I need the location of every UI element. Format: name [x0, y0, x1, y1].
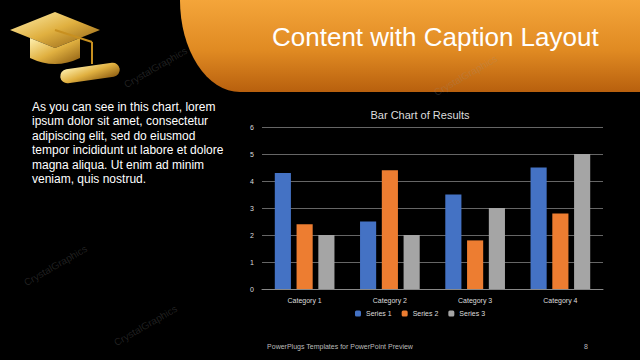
svg-text:Series 2: Series 2	[413, 310, 439, 317]
svg-text:Category 2: Category 2	[373, 297, 407, 305]
svg-text:0: 0	[250, 286, 254, 293]
svg-text:Category 3: Category 3	[458, 297, 492, 305]
svg-text:Category 4: Category 4	[543, 297, 577, 305]
html-text:8: 8	[584, 343, 588, 350]
html-text:PowerPlugs Templates for Power: PowerPlugs Templates for PowerPoint Prev…	[267, 343, 413, 350]
svg-text:1: 1	[250, 259, 254, 266]
html-text:As you can see in this chart,: As you can see in this chart, lorem ipsu…	[32, 100, 224, 186]
svg-text:4: 4	[250, 178, 254, 185]
html-text:CrystalGraphics: CrystalGraphics	[432, 53, 500, 98]
svg-text:6: 6	[250, 124, 254, 131]
svg-text:5: 5	[250, 151, 254, 158]
html-text:Content with Caption Layout: Content with Caption Layout	[272, 22, 599, 52]
html-text:CrystalGraphics: CrystalGraphics	[122, 45, 190, 90]
svg-text:Series 3: Series 3	[459, 310, 485, 317]
svg-text:Bar Chart of Results: Bar Chart of Results	[370, 109, 470, 121]
svg-text:3: 3	[250, 205, 254, 212]
html-text:CrystalGraphics: CrystalGraphics	[112, 303, 180, 348]
svg-text:Category 1: Category 1	[288, 297, 322, 305]
svg-text:2: 2	[250, 232, 254, 239]
html-text:CrystalGraphics: CrystalGraphics	[22, 243, 90, 288]
svg-text:Series 1: Series 1	[366, 310, 392, 317]
